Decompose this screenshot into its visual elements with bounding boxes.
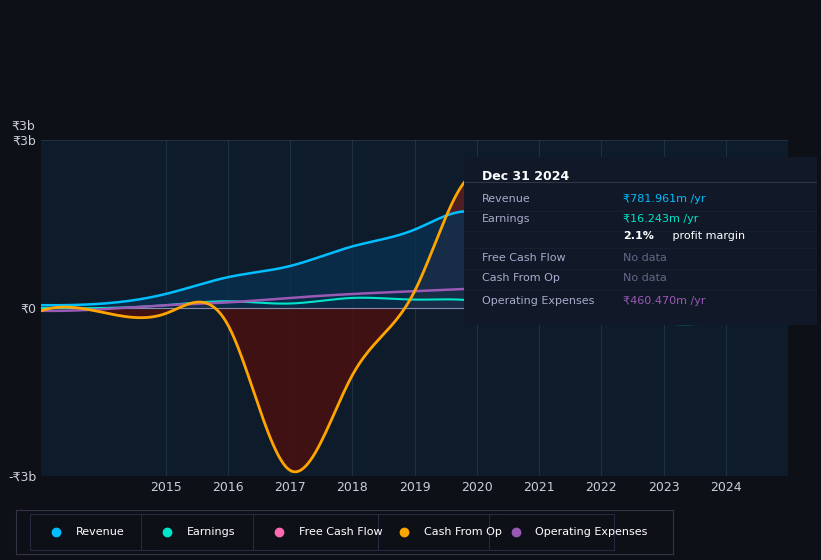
Text: Earnings: Earnings [481,214,530,224]
Text: No data: No data [622,273,667,283]
FancyBboxPatch shape [141,514,266,550]
Text: 2.1%: 2.1% [622,231,654,241]
Text: profit margin: profit margin [668,231,745,241]
Text: ₹460.470m /yr: ₹460.470m /yr [622,296,705,306]
Text: Operating Expenses: Operating Expenses [481,296,594,306]
Text: ₹16.243m /yr: ₹16.243m /yr [622,214,698,224]
FancyBboxPatch shape [30,514,154,550]
FancyBboxPatch shape [489,514,614,550]
FancyBboxPatch shape [253,514,378,550]
Text: Cash From Op: Cash From Op [481,273,559,283]
Text: Revenue: Revenue [76,527,124,537]
Text: Free Cash Flow: Free Cash Flow [299,527,383,537]
Text: Cash From Op: Cash From Op [424,527,502,537]
Text: No data: No data [622,253,667,263]
Text: ₹3b: ₹3b [11,120,35,133]
Text: Earnings: Earnings [187,527,236,537]
Text: Revenue: Revenue [481,194,530,204]
Text: Operating Expenses: Operating Expenses [535,527,648,537]
Text: Dec 31 2024: Dec 31 2024 [481,170,569,183]
FancyBboxPatch shape [378,514,502,550]
Text: Free Cash Flow: Free Cash Flow [481,253,565,263]
Text: ₹781.961m /yr: ₹781.961m /yr [622,194,705,204]
